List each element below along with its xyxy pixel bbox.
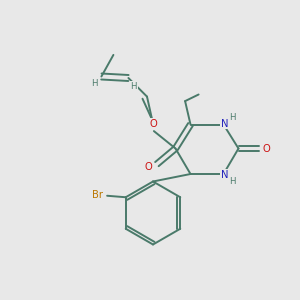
Text: O: O [263,143,271,154]
Text: N: N [221,170,229,180]
Text: H: H [92,80,98,88]
Text: H: H [229,177,236,186]
Text: H: H [130,82,137,91]
Text: N: N [221,118,229,129]
Text: H: H [229,113,236,122]
Text: O: O [145,161,152,172]
Text: O: O [149,118,157,129]
Text: Br: Br [92,190,103,200]
